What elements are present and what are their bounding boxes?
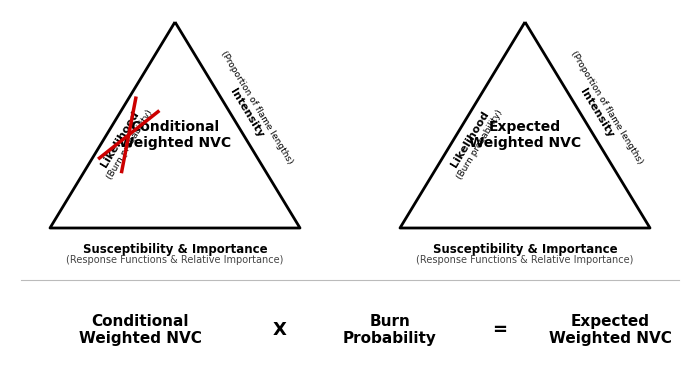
- Text: Intensity: Intensity: [228, 87, 265, 140]
- Text: Expected
Weighted NVC: Expected Weighted NVC: [469, 120, 581, 150]
- Text: Likelihood: Likelihood: [449, 109, 491, 169]
- Text: Conditional
Weighted NVC: Conditional Weighted NVC: [119, 120, 231, 150]
- Text: Susceptibility & Importance: Susceptibility & Importance: [433, 243, 617, 256]
- Text: Conditional
Weighted NVC: Conditional Weighted NVC: [78, 314, 202, 346]
- Text: (Response Functions & Relative Importance): (Response Functions & Relative Importanc…: [416, 255, 634, 265]
- Text: (Burn probability): (Burn probability): [455, 109, 504, 181]
- Text: Burn
Probability: Burn Probability: [343, 314, 437, 346]
- Text: X: X: [273, 321, 287, 339]
- Text: Intensity: Intensity: [578, 87, 615, 140]
- Text: Susceptibility & Importance: Susceptibility & Importance: [83, 243, 267, 256]
- Text: (Burn probability): (Burn probability): [105, 109, 154, 181]
- Text: =: =: [493, 321, 507, 339]
- Text: (Response Functions & Relative Importance): (Response Functions & Relative Importanc…: [66, 255, 284, 265]
- Text: (Proportion of flame lengths): (Proportion of flame lengths): [568, 50, 644, 166]
- Text: (Proportion of flame lengths): (Proportion of flame lengths): [218, 50, 294, 166]
- Text: Likelihood: Likelihood: [99, 109, 141, 169]
- Text: Expected
Weighted NVC: Expected Weighted NVC: [549, 314, 671, 346]
